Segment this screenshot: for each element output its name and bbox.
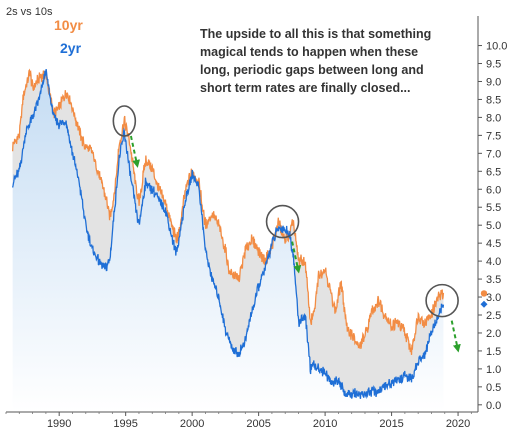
annotation-line: short term rates are finally closed... (200, 81, 411, 95)
y-tick-label: 7.5 (486, 130, 501, 142)
y-tick-label: 7.0 (486, 148, 501, 160)
x-tick-label: 2005 (246, 418, 270, 430)
decline-arrow (129, 135, 141, 168)
y-tick-label: 2.0 (486, 328, 501, 340)
legend-2yr: 2yr (60, 40, 82, 56)
y-tick-label: 0.5 (486, 382, 501, 394)
annotation-line: magical tends to happen when these (200, 45, 418, 59)
y-tick-label: 6.5 (486, 166, 501, 178)
y-tick-label: 1.5 (486, 346, 501, 358)
x-tick-label: 2015 (379, 418, 403, 430)
series-10yr-end-marker (480, 290, 488, 297)
x-tick-label: 2000 (180, 418, 204, 430)
annotation-line: The upside to all this is that something (200, 27, 431, 41)
line-layer (12, 68, 445, 400)
decline-arrow (291, 241, 302, 274)
series-2yr-end-marker (480, 300, 488, 308)
y-tick-label: 6.0 (486, 184, 501, 196)
axes-layer: 1990 1995 2000 2005 2010 2015 2020 0.0 0.5 1.0 1.5… (5, 16, 507, 430)
series-2yr-line (12, 68, 445, 400)
x-tick-label: 2010 (313, 418, 337, 430)
y-tick-label: 8.0 (486, 112, 501, 124)
highlight-circle (112, 105, 137, 137)
y-tick-label: 9.5 (486, 59, 501, 71)
series-10yr-line (12, 68, 445, 355)
x-tick-label: 2020 (446, 418, 470, 430)
area-layer (12, 69, 444, 413)
y-tick-label: 5.5 (486, 202, 501, 214)
y-tick-label: 2.5 (486, 310, 501, 322)
y-tick-label: 10.0 (486, 41, 507, 53)
y-tick-label: 4.5 (486, 238, 501, 250)
decline-arrow (450, 320, 461, 353)
y-tick-label: 3.5 (486, 274, 501, 286)
y-tick-label: 0.0 (486, 400, 501, 412)
y-tick-label: 3.0 (486, 292, 501, 304)
y-tick-label: 5.0 (486, 220, 501, 232)
y-tick-label: 9.0 (486, 76, 501, 88)
y-tick-label: 4.0 (486, 256, 501, 268)
y-tick-label: 1.0 (486, 364, 501, 376)
highlight-layer (112, 105, 461, 353)
legend-10yr: 10yr (54, 17, 83, 33)
annotation-line: long, periodic gaps between long and (200, 63, 424, 77)
highlight-circle (425, 283, 459, 318)
y-tick-label: 8.5 (486, 94, 501, 106)
chart-title: 2s vs 10s (6, 6, 53, 18)
x-tick-label: 1990 (47, 418, 71, 430)
highlight-circle (265, 204, 300, 239)
x-tick-label: 1995 (113, 418, 137, 430)
